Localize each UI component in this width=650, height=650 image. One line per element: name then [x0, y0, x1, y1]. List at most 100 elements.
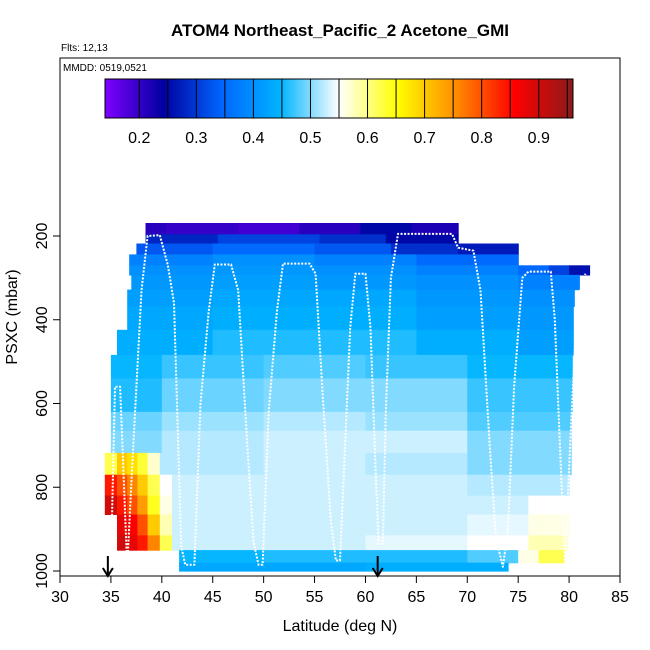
heatmap-cell	[467, 452, 572, 476]
heatmap-cell	[263, 452, 366, 476]
heatmap-cell	[365, 535, 468, 551]
heatmap-cell	[127, 289, 214, 307]
colorbar-tick-label: 0.9	[528, 130, 550, 147]
heatmap-cell	[467, 411, 572, 432]
heatmap-cell	[263, 474, 366, 497]
heatmap-cell	[127, 514, 138, 536]
heatmap-cell	[458, 243, 519, 255]
heatmap-cell	[212, 274, 316, 291]
heatmap-cell	[172, 452, 265, 476]
heatmap-cell	[518, 274, 580, 291]
x-tick-label: 40	[153, 589, 171, 606]
heatmap-cell	[117, 514, 128, 536]
heatmap-cell	[263, 535, 366, 551]
heatmap-cell	[263, 562, 366, 572]
heatmap-cell	[172, 495, 265, 515]
heatmap-cell	[179, 550, 265, 564]
heatmap-cell	[238, 223, 300, 235]
heatmap-cell	[538, 550, 566, 564]
heatmap-cell	[161, 354, 265, 379]
heatmap-cell	[390, 243, 459, 255]
heatmap-cell	[165, 223, 239, 235]
heatmap-cell	[467, 562, 509, 572]
x-tick-label: 75	[509, 589, 527, 606]
heatmap-cell	[159, 535, 173, 551]
heatmap-cell	[365, 550, 468, 564]
x-tick-label: 70	[458, 589, 476, 606]
heatmap-cell	[172, 514, 265, 536]
heatmap-cell	[147, 474, 161, 497]
heatmap-cell	[212, 254, 316, 266]
heatmap-cell	[569, 265, 591, 276]
y-tick-label: 200	[34, 223, 51, 250]
heatmap-cell	[217, 234, 321, 245]
heatmap-cell	[365, 411, 468, 432]
heatmap-cells	[104, 223, 591, 572]
heatmap-cell	[159, 495, 173, 515]
heatmap-cell	[172, 535, 265, 551]
x-tick-label: 50	[255, 589, 273, 606]
heatmap-cell	[467, 495, 529, 515]
heatmap-cell	[212, 306, 316, 331]
heatmap-cell	[117, 535, 128, 551]
heatmap-cell	[365, 452, 468, 476]
heatmap-cell	[518, 550, 540, 564]
x-tick-label: 45	[204, 589, 222, 606]
heatmap-cell	[416, 289, 519, 307]
heatmap-cell	[548, 265, 570, 276]
heatmap-cell	[360, 223, 412, 235]
heatmap-cell	[263, 430, 366, 454]
heatmap-cell	[263, 354, 366, 379]
heatmap-cell	[411, 223, 459, 235]
y-axis: 200 400 600 800 1000	[34, 223, 60, 589]
x-tick-label: 85	[611, 589, 629, 606]
colorbar-tick-label: 0.2	[128, 130, 150, 147]
heatmap-cell	[365, 495, 468, 515]
heatmap-cell	[127, 474, 138, 497]
heatmap-cell	[110, 411, 163, 432]
heatmap-cell	[365, 514, 468, 536]
heatmap-cell	[518, 306, 574, 331]
heatmap-cell	[117, 495, 128, 515]
heatmap-cell	[145, 223, 167, 235]
heatmap-cell	[129, 254, 214, 266]
heatmap-cell	[416, 254, 519, 266]
heatmap-cell	[104, 495, 118, 515]
heatmap-cell	[136, 243, 214, 255]
flight-track	[109, 232, 587, 568]
heatmap-cell	[110, 354, 163, 379]
heatmap-cell	[104, 452, 118, 476]
colorbar-tick-label: 0.6	[356, 130, 378, 147]
colorbar: 0.2 0.3 0.4 0.5 0.6 0.7 0.8 0.9	[104, 78, 574, 147]
flights-label: Flts: 12,13	[61, 43, 108, 54]
heatmap-cell	[137, 474, 149, 497]
heatmap-cell	[212, 329, 316, 356]
heatmap-cell	[137, 495, 149, 515]
y-axis-label: PSXC (mbar)	[4, 269, 21, 364]
heatmap-cell	[528, 495, 570, 515]
heatmap-cell	[161, 430, 265, 454]
heatmap-cell	[467, 474, 570, 497]
heatmap-cell	[314, 243, 392, 255]
flight-track-line	[109, 232, 587, 568]
heatmap-cell	[212, 265, 316, 276]
x-tick-label: 30	[51, 589, 69, 606]
heatmap-cell	[314, 306, 417, 331]
x-tick-label: 65	[407, 589, 425, 606]
heatmap-cell	[263, 550, 366, 564]
heatmap-cell	[365, 474, 468, 497]
heatmap-cell	[385, 234, 459, 245]
heatmap-cell	[467, 430, 572, 454]
heatmap-cell	[314, 289, 417, 307]
heatmap-cell	[127, 535, 138, 551]
heatmap-cell	[467, 514, 529, 536]
colorbar-tick-label: 0.3	[185, 130, 207, 147]
heatmap-cell	[365, 354, 468, 379]
y-tick-label: 600	[34, 390, 51, 417]
heatmap-cell	[104, 474, 118, 497]
heatmap-cell	[416, 306, 519, 331]
colorbar-tick-label: 0.5	[299, 130, 321, 147]
heatmap-cell	[145, 234, 219, 245]
heatmap-cell	[263, 495, 366, 515]
